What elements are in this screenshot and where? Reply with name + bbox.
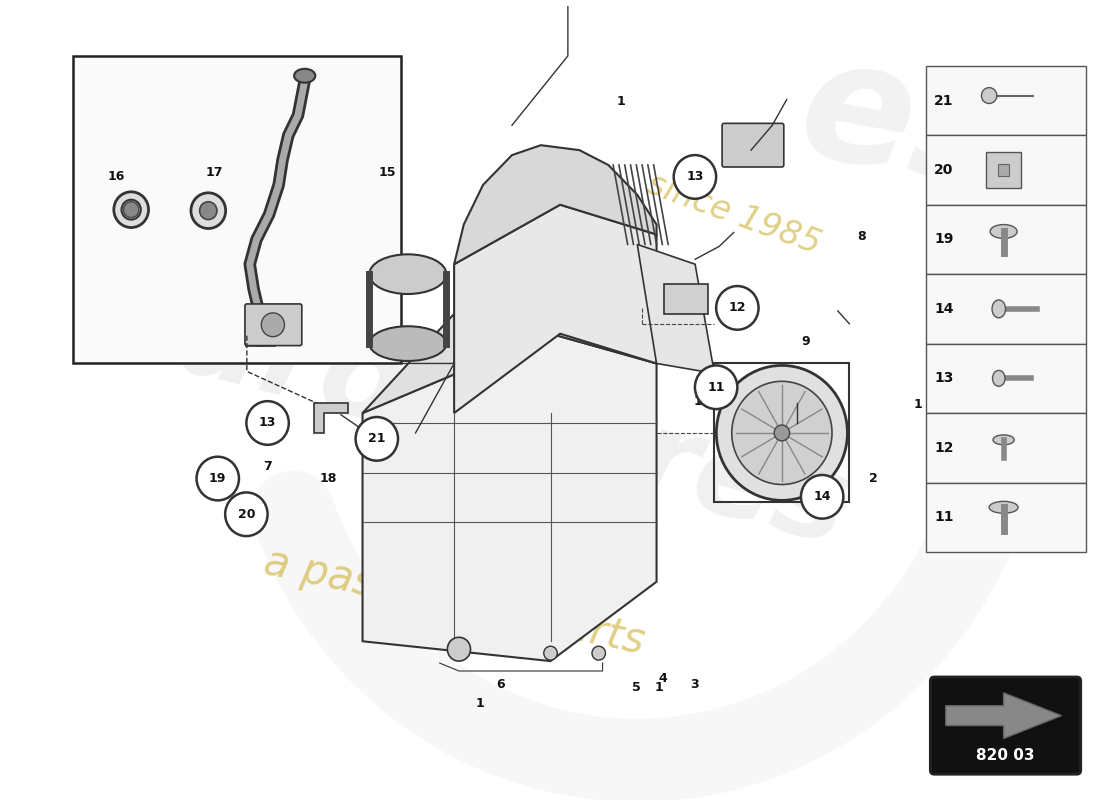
Circle shape	[801, 475, 844, 518]
Text: 13: 13	[686, 170, 704, 183]
Circle shape	[452, 639, 465, 653]
Ellipse shape	[992, 300, 1005, 318]
Text: 21: 21	[368, 432, 386, 446]
Ellipse shape	[370, 254, 447, 294]
Text: 21: 21	[934, 94, 954, 107]
Circle shape	[355, 417, 398, 461]
Circle shape	[695, 366, 737, 409]
Bar	[998, 164, 1010, 176]
Ellipse shape	[992, 370, 1005, 386]
Text: 14: 14	[813, 490, 830, 503]
Circle shape	[123, 202, 139, 218]
Ellipse shape	[294, 69, 316, 82]
Polygon shape	[363, 334, 657, 661]
Bar	[926, 205, 1086, 274]
Ellipse shape	[370, 326, 447, 361]
Text: 10: 10	[694, 395, 711, 408]
Text: since 1985: since 1985	[642, 168, 825, 262]
Polygon shape	[987, 152, 1021, 188]
Bar	[926, 274, 1086, 344]
Text: 15: 15	[378, 166, 396, 179]
Text: a passion for parts: a passion for parts	[260, 541, 648, 662]
Text: es: es	[789, 26, 1026, 224]
Text: 19: 19	[209, 472, 227, 485]
Circle shape	[981, 88, 997, 103]
FancyBboxPatch shape	[722, 123, 784, 167]
Polygon shape	[946, 693, 1062, 738]
Text: 20: 20	[238, 508, 255, 521]
Ellipse shape	[990, 225, 1018, 238]
Text: 11: 11	[934, 510, 954, 524]
Ellipse shape	[993, 435, 1014, 445]
Circle shape	[732, 382, 832, 485]
Text: 17: 17	[206, 166, 223, 179]
Circle shape	[716, 286, 759, 330]
Bar	[926, 482, 1086, 552]
Circle shape	[774, 425, 790, 441]
Circle shape	[199, 202, 217, 219]
Polygon shape	[454, 205, 657, 413]
Text: 5: 5	[632, 681, 641, 694]
FancyBboxPatch shape	[931, 677, 1080, 774]
Text: 9: 9	[801, 334, 810, 348]
Text: 1: 1	[616, 95, 625, 108]
Polygon shape	[363, 314, 657, 413]
Circle shape	[191, 193, 225, 229]
Text: 1: 1	[475, 697, 484, 710]
Text: 14: 14	[934, 302, 954, 316]
Text: 6: 6	[496, 678, 505, 691]
Bar	[74, 56, 402, 363]
Text: 1: 1	[654, 681, 663, 694]
Text: 13: 13	[934, 371, 954, 386]
Circle shape	[592, 646, 605, 660]
Text: 12: 12	[728, 302, 746, 314]
Circle shape	[246, 401, 289, 445]
Circle shape	[673, 155, 716, 198]
Circle shape	[543, 646, 558, 660]
Bar	[926, 135, 1086, 205]
Polygon shape	[454, 145, 657, 264]
Text: 12: 12	[934, 441, 954, 454]
Circle shape	[262, 313, 285, 337]
FancyBboxPatch shape	[664, 284, 707, 314]
Text: 4: 4	[659, 672, 668, 685]
Text: 20: 20	[934, 163, 954, 177]
Ellipse shape	[989, 502, 1019, 514]
Bar	[926, 66, 1086, 135]
Text: 3: 3	[691, 678, 700, 691]
Circle shape	[448, 638, 471, 661]
FancyBboxPatch shape	[245, 304, 301, 346]
Text: 1: 1	[913, 398, 922, 411]
Text: 820 03: 820 03	[977, 748, 1035, 763]
Text: 16: 16	[108, 170, 124, 183]
Circle shape	[716, 366, 847, 500]
Circle shape	[113, 192, 148, 227]
Polygon shape	[637, 244, 714, 374]
Text: 8: 8	[857, 230, 866, 243]
Circle shape	[197, 457, 239, 500]
Polygon shape	[315, 403, 348, 433]
Circle shape	[226, 493, 267, 536]
Text: 18: 18	[319, 472, 337, 485]
Text: 11: 11	[707, 381, 725, 394]
Bar	[926, 413, 1086, 482]
Text: 19: 19	[934, 233, 954, 246]
Text: eurospares: eurospares	[85, 257, 861, 570]
Bar	[926, 344, 1086, 413]
Text: 13: 13	[258, 417, 276, 430]
Text: 2: 2	[869, 472, 878, 485]
Text: 7: 7	[263, 460, 272, 473]
Bar	[714, 363, 849, 502]
